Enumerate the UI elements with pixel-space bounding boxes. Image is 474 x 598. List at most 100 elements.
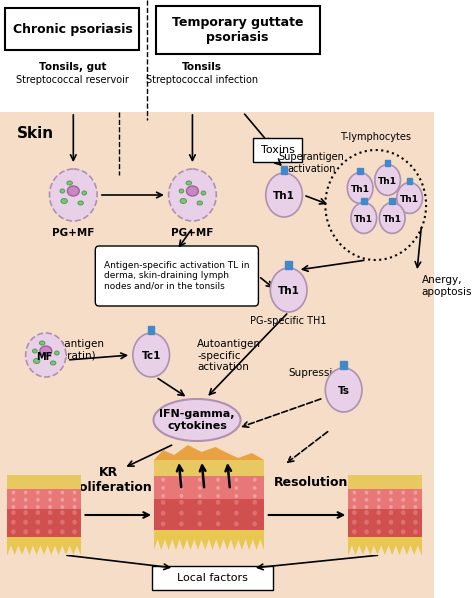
Circle shape <box>49 169 97 221</box>
Bar <box>357 167 363 173</box>
Polygon shape <box>15 545 22 555</box>
Circle shape <box>389 510 393 515</box>
Polygon shape <box>7 545 15 555</box>
Circle shape <box>48 505 52 509</box>
Circle shape <box>11 498 15 502</box>
Circle shape <box>23 529 28 534</box>
Circle shape <box>235 486 238 490</box>
Bar <box>361 197 366 203</box>
Circle shape <box>389 520 393 524</box>
Polygon shape <box>22 545 29 555</box>
Circle shape <box>179 500 184 505</box>
Polygon shape <box>29 545 36 555</box>
Circle shape <box>60 529 64 534</box>
Circle shape <box>72 510 77 515</box>
Circle shape <box>352 529 356 534</box>
Circle shape <box>198 521 202 526</box>
Text: T-lymphocytes: T-lymphocytes <box>340 132 411 142</box>
Ellipse shape <box>347 173 373 203</box>
Text: Temporary guttate
psoriasis: Temporary guttate psoriasis <box>172 16 303 44</box>
Bar <box>7 475 81 489</box>
Ellipse shape <box>39 341 45 345</box>
Circle shape <box>36 498 40 502</box>
Circle shape <box>352 510 356 515</box>
Ellipse shape <box>61 199 67 203</box>
Circle shape <box>364 529 369 534</box>
Bar <box>348 475 421 489</box>
Circle shape <box>180 486 183 490</box>
Text: Tonsils: Tonsils <box>182 62 222 72</box>
Circle shape <box>216 486 220 490</box>
Ellipse shape <box>201 191 206 195</box>
Polygon shape <box>227 539 235 550</box>
Circle shape <box>414 498 417 502</box>
Polygon shape <box>183 539 191 550</box>
Text: MF: MF <box>36 352 52 362</box>
Ellipse shape <box>67 186 79 196</box>
Bar <box>407 178 412 184</box>
Polygon shape <box>73 545 81 555</box>
Circle shape <box>377 490 381 495</box>
Circle shape <box>179 511 184 515</box>
Circle shape <box>36 520 40 524</box>
Circle shape <box>11 520 16 524</box>
Circle shape <box>72 520 77 524</box>
Circle shape <box>24 505 27 509</box>
Text: IFN-gamma,
cytokines: IFN-gamma, cytokines <box>159 409 235 431</box>
Circle shape <box>48 529 53 534</box>
Text: Skin: Skin <box>17 126 54 141</box>
Circle shape <box>401 490 405 495</box>
Text: Th1: Th1 <box>351 185 370 194</box>
Polygon shape <box>59 545 66 555</box>
Bar <box>281 166 287 174</box>
Ellipse shape <box>50 361 56 365</box>
Polygon shape <box>414 545 421 555</box>
Circle shape <box>401 529 405 534</box>
Circle shape <box>26 333 66 377</box>
Circle shape <box>73 498 76 502</box>
Polygon shape <box>242 539 249 550</box>
Circle shape <box>180 494 183 498</box>
Ellipse shape <box>78 201 83 205</box>
Polygon shape <box>370 545 377 555</box>
Bar <box>390 197 395 203</box>
Polygon shape <box>154 445 264 460</box>
Circle shape <box>161 478 165 482</box>
Circle shape <box>401 498 405 502</box>
Circle shape <box>235 494 238 498</box>
Circle shape <box>24 490 27 495</box>
Circle shape <box>216 494 220 498</box>
Circle shape <box>253 521 257 526</box>
Bar <box>7 538 81 555</box>
Circle shape <box>180 478 183 482</box>
Text: Streptococcal infection: Streptococcal infection <box>146 75 258 85</box>
FancyBboxPatch shape <box>156 6 320 54</box>
Circle shape <box>352 520 356 524</box>
Bar <box>285 261 292 269</box>
Circle shape <box>376 510 381 515</box>
Text: Th1: Th1 <box>378 176 397 185</box>
Bar <box>154 499 264 530</box>
Circle shape <box>253 494 256 498</box>
Bar <box>0 0 434 112</box>
Circle shape <box>235 478 238 482</box>
Polygon shape <box>407 545 414 555</box>
Text: Ts: Ts <box>337 386 350 396</box>
Circle shape <box>216 478 220 482</box>
Polygon shape <box>392 545 400 555</box>
Text: Antigen-specific activation TL in
derma, skin-draining lymph
nodes and/or in the: Antigen-specific activation TL in derma,… <box>104 261 250 291</box>
Text: Tc1: Tc1 <box>142 351 161 361</box>
Bar <box>340 361 347 369</box>
Ellipse shape <box>266 173 302 217</box>
Text: Toxins: Toxins <box>261 145 295 155</box>
Ellipse shape <box>397 182 422 213</box>
Circle shape <box>11 505 15 509</box>
Circle shape <box>401 520 405 524</box>
Circle shape <box>389 529 393 534</box>
Text: PG+MF: PG+MF <box>52 228 94 238</box>
Circle shape <box>48 520 53 524</box>
Bar <box>348 538 421 555</box>
Polygon shape <box>44 545 51 555</box>
Circle shape <box>48 490 52 495</box>
Circle shape <box>48 510 53 515</box>
